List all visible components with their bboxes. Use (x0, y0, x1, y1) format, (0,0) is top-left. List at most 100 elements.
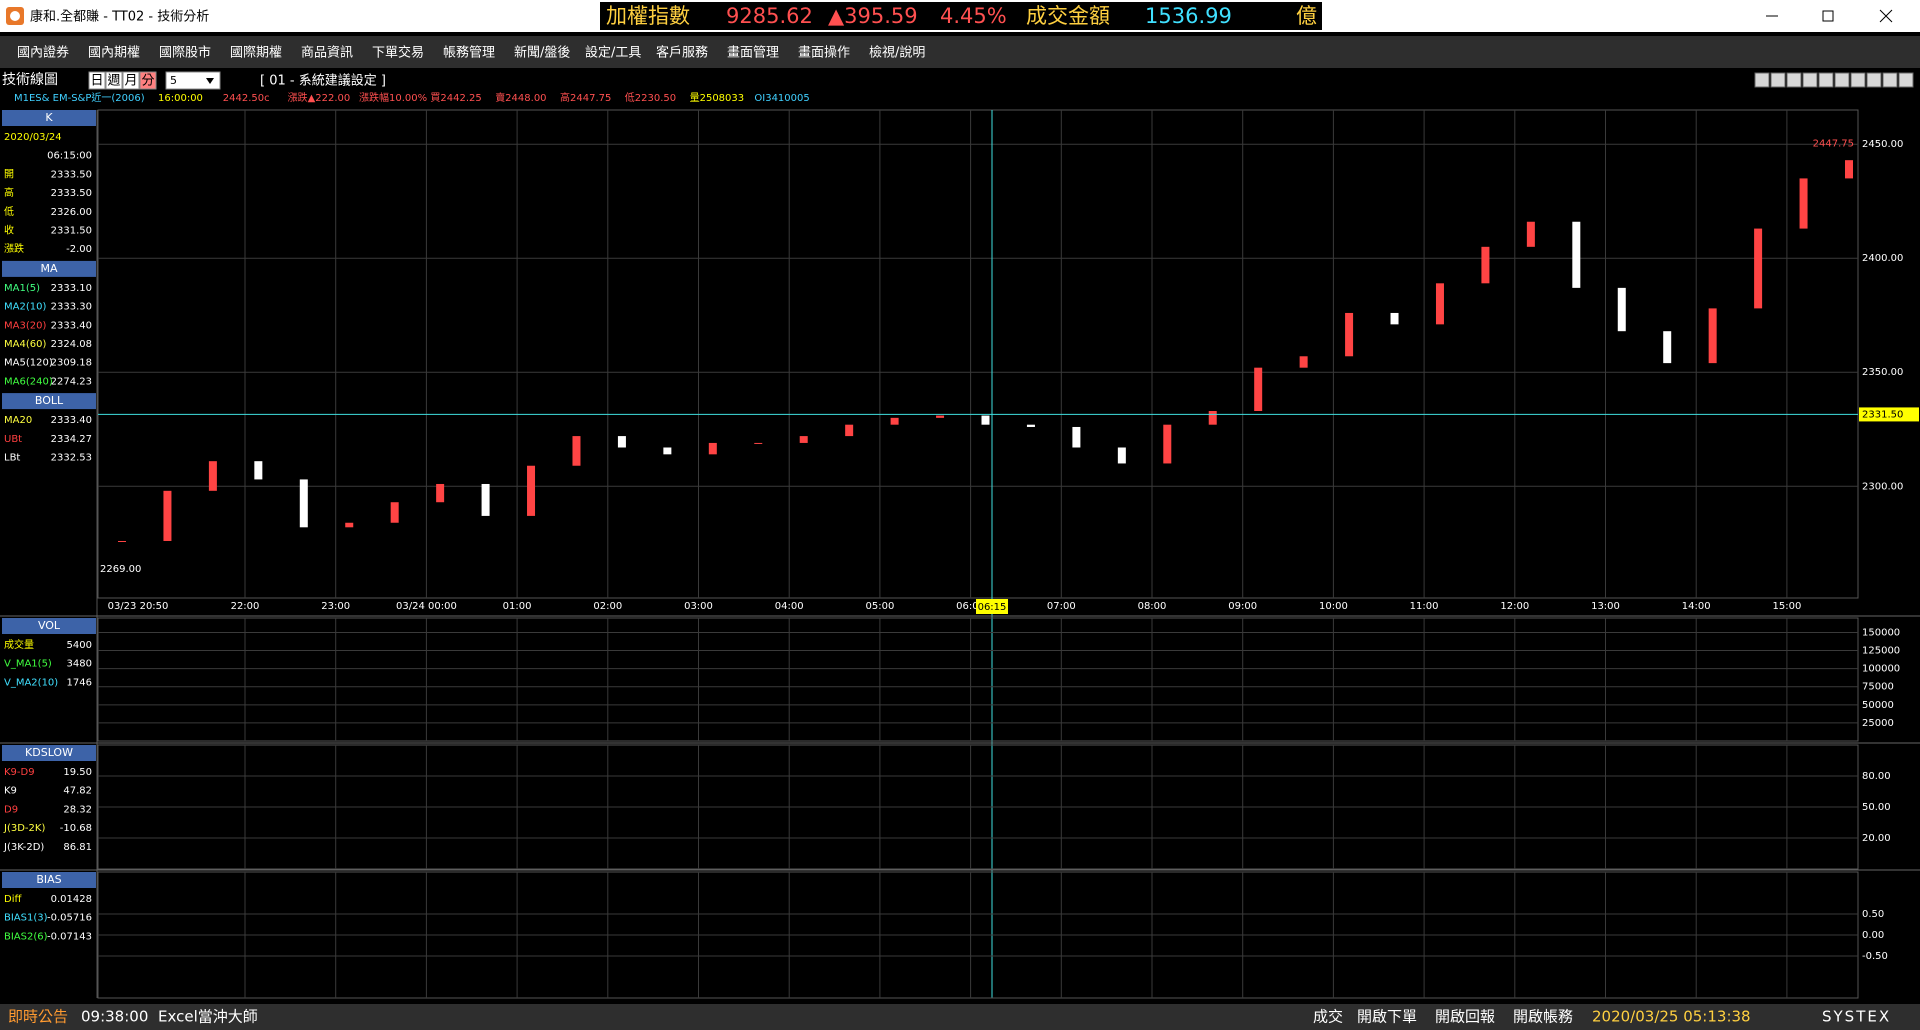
quote-field: 高2447.75 (560, 91, 611, 104)
candle (1254, 367, 1263, 412)
candle (617, 436, 626, 448)
tool-icon[interactable] (1818, 72, 1834, 88)
row-label: 收 (4, 224, 14, 237)
app-icon-mark (10, 11, 20, 21)
row-label: 2020/03/24 (4, 132, 62, 143)
candle (118, 540, 126, 542)
interval-arrow[interactable] (206, 78, 214, 84)
row-value: 2333.30 (51, 302, 92, 313)
row-value: 2326.00 (51, 207, 92, 218)
menu-item[interactable]: 畫面管理 (727, 45, 779, 61)
time-label: 09:00 (1228, 601, 1257, 612)
menu-item[interactable]: 檢視/說明 (869, 45, 925, 61)
period-label[interactable]: 月 (124, 74, 137, 89)
menu-item[interactable]: 新聞/盤後 (514, 45, 570, 61)
tool-icon[interactable] (1770, 72, 1786, 88)
sub-tick-label: 150000 (1862, 627, 1900, 638)
row-label: MA2(10) (4, 302, 46, 313)
menu-item[interactable]: 畫面操作 (798, 45, 850, 61)
interval-value[interactable]: 5 (170, 74, 177, 87)
sub-tick-label: 25000 (1862, 718, 1894, 729)
sub-tick-label: 50000 (1862, 700, 1894, 711)
section-title: VOL (38, 619, 61, 632)
time-label: 12:00 (1500, 601, 1529, 612)
tool-icon[interactable] (1834, 72, 1850, 88)
period-button[interactable] (105, 71, 123, 90)
menu-item[interactable]: 客戶服務 (656, 45, 708, 61)
time-label: 01:00 (503, 601, 532, 612)
candle (1163, 424, 1172, 464)
tool-icon[interactable] (1850, 72, 1866, 88)
candle (1526, 221, 1535, 247)
interval-box[interactable] (165, 71, 221, 90)
candle (1754, 228, 1763, 309)
row-label: LBt (4, 453, 20, 464)
row-label: 成交量 (4, 638, 34, 651)
status-bar (0, 1004, 1920, 1030)
turnover-label: 成交金額 (1026, 4, 1110, 28)
row-value: 2309.18 (51, 358, 92, 369)
quote-field: 16:00:00 (158, 93, 203, 104)
menu-item[interactable]: 國內期權 (88, 46, 140, 61)
menu-item[interactable]: 帳務管理 (443, 45, 495, 61)
period-button[interactable] (88, 71, 106, 90)
candle (1299, 356, 1308, 368)
row-label: Diff (4, 894, 22, 905)
period-label[interactable]: 分 (141, 74, 154, 89)
section-header (2, 110, 96, 126)
candle (936, 415, 945, 418)
sub-panel-frame (97, 617, 1859, 742)
candle (1481, 246, 1490, 284)
tool-icon[interactable] (1866, 72, 1882, 88)
menu-item[interactable]: 國際期權 (230, 46, 282, 61)
row-label: D9 (4, 804, 18, 815)
candle (1708, 308, 1717, 364)
row-label: MA6(240) (4, 376, 53, 387)
section-title: K (45, 111, 53, 124)
tool-icon[interactable] (1802, 72, 1818, 88)
row-value: -0.07143 (47, 931, 92, 942)
period-label[interactable]: 週 (107, 74, 120, 89)
status-button[interactable]: 成交 (1313, 1008, 1343, 1026)
close-button[interactable] (1879, 9, 1893, 23)
sub-tick-label: 125000 (1862, 646, 1900, 657)
row-label: UBt (4, 434, 22, 445)
status-button[interactable]: 開啟回報 (1435, 1008, 1495, 1026)
row-value: 2333.10 (51, 283, 92, 294)
status-notice[interactable]: 即時公告 (8, 1008, 68, 1026)
sub-tick-label: 20.00 (1862, 833, 1891, 844)
price-tick-label: 2300.00 (1862, 481, 1903, 492)
candle (254, 461, 263, 480)
sub-tick-label: 50.00 (1862, 802, 1891, 813)
crosshair-time-tag (976, 599, 1008, 614)
candle (890, 417, 899, 425)
main-frame (97, 109, 1859, 599)
tool-icon[interactable] (1786, 72, 1802, 88)
period-button[interactable] (122, 71, 140, 90)
low-label: 2269.00 (100, 564, 141, 575)
template-name[interactable]: [ 01 - 系統建議設定 ] (260, 73, 386, 89)
menu-item[interactable]: 國內證券 (17, 45, 69, 61)
menu-item[interactable]: 國際股市 (159, 45, 211, 61)
status-button[interactable]: 開啟下單 (1357, 1008, 1417, 1026)
ticker-change-pct: 4.45% (940, 4, 1007, 28)
row-label: MA3(20) (4, 320, 46, 331)
period-label[interactable]: 日 (90, 74, 103, 89)
restore-button[interactable] (1822, 10, 1834, 22)
status-app[interactable]: Excel當沖大師 (158, 1008, 258, 1026)
tool-icon[interactable] (1898, 72, 1914, 88)
tool-icon[interactable] (1754, 72, 1770, 88)
row-label: BIAS1(3) (4, 913, 48, 924)
crosshair-time: 06:15 (978, 602, 1007, 613)
menu-item[interactable]: 設定/工具 (585, 45, 641, 61)
candle (1799, 178, 1808, 229)
tool-icon[interactable] (1882, 72, 1898, 88)
status-button[interactable]: 開啟帳務 (1513, 1008, 1573, 1026)
sub-tick-label: -0.50 (1862, 951, 1888, 962)
menu-item[interactable]: 商品資訊 (301, 46, 353, 61)
candle (390, 502, 399, 523)
period-button[interactable] (139, 71, 157, 90)
candle (163, 490, 172, 541)
menu-item[interactable]: 下單交易 (372, 45, 424, 61)
